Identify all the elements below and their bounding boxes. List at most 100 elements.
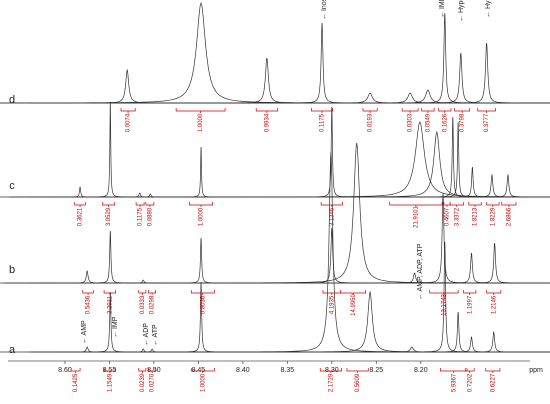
integral-bracket [74, 202, 86, 207]
x-tick-label: 8.60 [58, 367, 72, 374]
peak [0, 346, 193, 353]
peak-annotation: ← IMP, Inosine [439, 0, 446, 18]
integral-bracket [103, 290, 116, 295]
integral-label: 0.0193 [368, 113, 374, 132]
integral-label: 3.1346 [329, 207, 335, 226]
peak-annotation: ← AMP, ADP, ATP [417, 243, 424, 300]
integral-label: 0.0333 [140, 295, 146, 314]
integral-bracket [464, 368, 475, 373]
integral-bracket [175, 108, 226, 113]
integral-bracket [101, 202, 116, 207]
integral-label: 0.5609 [355, 373, 361, 392]
integral-label: 0.3798 [460, 113, 466, 132]
peak [90, 57, 444, 104]
integral-label: 0.5436 [86, 295, 92, 314]
integral-bracket [486, 290, 502, 295]
peak [354, 42, 550, 104]
integral-bracket [138, 290, 147, 295]
peak [370, 311, 547, 353]
integral-label: 14.9950 [351, 294, 357, 316]
integral-label: 0.1626 [442, 113, 448, 132]
integral-bracket [443, 202, 451, 207]
integral-bracket [190, 290, 215, 295]
integral-bracket [70, 368, 81, 373]
integral-label: 0.4607 [445, 207, 451, 226]
x-tick-label: 8.30 [325, 367, 339, 374]
integral-bracket [477, 108, 496, 113]
integral-bracket [255, 108, 278, 113]
integral-bracket [429, 290, 459, 295]
spectrum-label: a [9, 344, 16, 356]
integral-label: 1.1997 [467, 295, 473, 314]
integral-label: 1.2146 [491, 295, 497, 314]
peak [0, 270, 193, 284]
integral-label: 0.0270 [150, 373, 156, 392]
integral-label: 0.0298 [150, 295, 156, 314]
peak-annotation: ← Inosine [321, 0, 328, 20]
integral-bracket [501, 202, 517, 207]
integral-bracket [138, 368, 147, 373]
peak [216, 22, 428, 104]
peak [388, 242, 550, 284]
peak [388, 330, 550, 353]
integral-bracket [485, 368, 501, 373]
integral-label: 3.3372 [454, 207, 460, 226]
integral-bracket [389, 202, 443, 207]
integral-bracket [468, 202, 482, 207]
integral-bracket [440, 368, 468, 373]
integral-bracket [189, 202, 213, 207]
peak [39, 230, 181, 284]
x-axis-label: ppm [529, 367, 543, 374]
integral-bracket [463, 290, 477, 295]
integral-label: 2.6866 [506, 207, 512, 226]
peak [365, 336, 550, 353]
peak-annotation: ← ADP [143, 323, 150, 346]
integral-bracket [438, 108, 452, 113]
integral-bracket [449, 202, 464, 207]
integral-label: 1.1549 [107, 373, 113, 392]
integral-label: 0.0074 [126, 113, 132, 132]
integral-bracket [190, 368, 215, 373]
peak-annotation: ← AMP [81, 320, 88, 344]
peak [130, 237, 272, 284]
integral-label: 0.0303 [408, 113, 414, 132]
integral-label: 0.1175 [320, 113, 326, 132]
peak [0, 1, 550, 104]
peak [328, 52, 550, 104]
integral-label: 0.8036 [200, 295, 206, 314]
integral-bracket [421, 108, 435, 113]
x-tick-label: 8.25 [369, 367, 383, 374]
spectrum-label: d [9, 94, 15, 106]
peak-annotation: ← Hypoxanthine [458, 0, 465, 22]
peak [339, 12, 550, 104]
integral-label: 0.0549 [425, 113, 431, 132]
x-tick-label: 8.35 [281, 367, 295, 374]
peak [365, 252, 550, 284]
peak [51, 192, 228, 198]
integral-bracket [401, 108, 419, 113]
integral-label: 1.0000 [198, 113, 204, 132]
x-tick-label: 8.50 [147, 367, 161, 374]
peak [9, 186, 151, 198]
integral-bracket [135, 202, 145, 207]
spectrum-label: c [9, 180, 15, 192]
peak [145, 92, 550, 104]
peak [0, 121, 550, 198]
integral-bracket [120, 108, 136, 113]
peak [84, 130, 550, 198]
integral-bracket [82, 290, 94, 295]
peak [4, 142, 550, 284]
peak [226, 227, 438, 284]
spectrum-label: b [9, 264, 15, 276]
integral-label: 0.3777 [484, 113, 490, 132]
integral-label: 5.9367 [451, 373, 457, 392]
integral-label: 1.0000 [200, 373, 206, 392]
peak-annotation: ← IMP [112, 316, 119, 338]
peak [387, 121, 529, 198]
integral-bracket [145, 202, 155, 207]
integral-label: 0.6227 [490, 373, 496, 392]
integral-label: 0.1175 [138, 207, 144, 226]
integral-label: 1.8213 [473, 207, 479, 226]
x-tick-label: 8.55 [103, 367, 117, 374]
